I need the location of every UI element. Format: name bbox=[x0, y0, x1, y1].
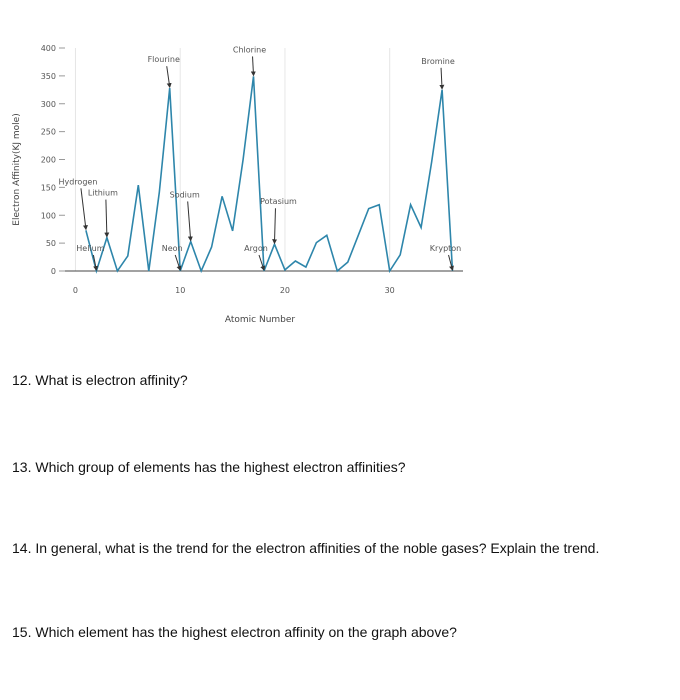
y-tick-label: 150 bbox=[41, 183, 56, 192]
y-axis-title: Electron Affinity(KJ mole) bbox=[12, 113, 22, 225]
x-tick-label: 30 bbox=[385, 286, 395, 295]
annotation-arrow bbox=[448, 254, 454, 271]
series-layer bbox=[85, 76, 454, 274]
annotation-arrow bbox=[80, 188, 88, 231]
question-13: 13. Which group of elements has the high… bbox=[12, 459, 406, 475]
annotation-arrow bbox=[258, 254, 266, 271]
annotation-label: Flourine bbox=[148, 55, 180, 64]
x-axis-title: Atomic Number bbox=[225, 315, 296, 325]
annotation-label: Helium bbox=[76, 244, 104, 253]
annotation-label: Potasium bbox=[260, 197, 297, 206]
y-tick-label: 300 bbox=[41, 100, 56, 109]
y-tick-label: 50 bbox=[46, 239, 56, 248]
annotation-arrow bbox=[272, 208, 278, 245]
y-tick-label: 200 bbox=[41, 156, 56, 165]
annotation-arrow bbox=[104, 199, 110, 238]
annotation-label: Krypton bbox=[430, 244, 461, 253]
annotation-arrow bbox=[439, 67, 445, 90]
annotation-label: Lithium bbox=[88, 189, 118, 198]
x-tick-label: 10 bbox=[175, 286, 185, 295]
question-15: 15. Which element has the highest electr… bbox=[12, 624, 457, 640]
x-tick-label: 0 bbox=[73, 286, 78, 295]
y-tick-label: 250 bbox=[41, 128, 56, 137]
x-tick-label: 20 bbox=[280, 286, 290, 295]
annotation-arrow bbox=[250, 56, 256, 77]
annotation-label: Chlorine bbox=[233, 45, 266, 54]
annotation-label: Sodium bbox=[170, 190, 200, 199]
y-tick-label: 350 bbox=[41, 72, 56, 81]
y-tick-label: 100 bbox=[41, 211, 56, 220]
question-12: 12. What is electron affinity? bbox=[12, 372, 188, 388]
annotation-label: Bromine bbox=[421, 57, 455, 66]
y-tick-label: 400 bbox=[41, 44, 56, 53]
y-tick-label: 0 bbox=[51, 267, 56, 276]
series-line bbox=[85, 76, 454, 274]
annotations: Hydrogen Helium Lithium Flourine Neon Sodium C… bbox=[58, 45, 461, 271]
annotation-label: Neon bbox=[162, 244, 183, 253]
annotation-arrow bbox=[174, 254, 182, 271]
question-14: 14. In general, what is the trend for th… bbox=[12, 540, 600, 556]
annotation-arrow bbox=[92, 254, 99, 271]
annotation-arrow bbox=[187, 201, 193, 242]
annotation-label: Hydrogen bbox=[58, 177, 97, 186]
annotation-label: Argon bbox=[244, 244, 268, 253]
annotation-arrow bbox=[166, 66, 172, 89]
grid-lines bbox=[74, 48, 391, 271]
